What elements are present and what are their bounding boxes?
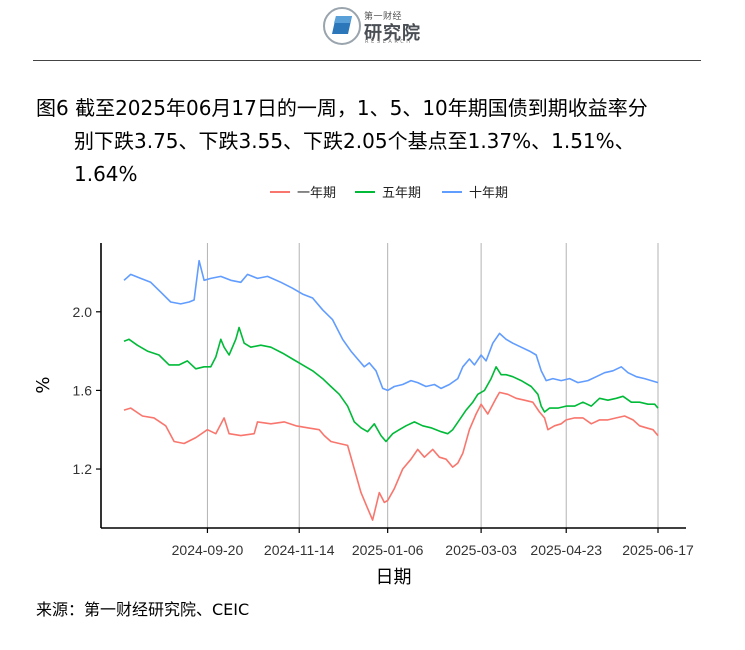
figure-source: 来源：第一财经研究院、CEIC (36, 600, 250, 619)
legend-label-3: 十年期 (469, 186, 508, 201)
figure-title-line-2: 别下跌3.75、下跌3.55、下跌2.05个基点至1.37%、1.51%、 (74, 129, 635, 153)
x-tick-label: 2025-06-17 (622, 542, 694, 558)
x-axis-title: 日期 (376, 567, 412, 588)
header-divider (33, 60, 701, 61)
x-tick-label: 2024-09-20 (172, 542, 244, 558)
logo-text-top: 第一财经 (364, 12, 403, 22)
y-tick-label: 2.0 (73, 304, 93, 320)
figure-title-line-1: 图6 截至2025年06月17日的一周，1、5、10年期国债到期收益率分 (36, 96, 648, 120)
series-line-1 (123, 391, 659, 521)
research-institute-logo: 第一财经 研究院 RESEARCH (322, 6, 426, 46)
x-tick-label: 2025-03-03 (445, 542, 517, 558)
logo-text-sub: RESEARCH (365, 39, 413, 45)
x-tick-label: 2025-04-23 (530, 542, 602, 558)
y-axis-title: % (33, 376, 54, 393)
series-line-2 (123, 326, 659, 443)
x-tick-label: 2025-01-06 (352, 542, 424, 558)
logo-text-main: 研究院 (364, 23, 421, 44)
figure-title-line-3: 1.64% (74, 162, 138, 186)
y-tick-label: 1.6 (73, 382, 93, 398)
y-tick-label: 1.2 (73, 461, 93, 477)
legend-label-1: 一年期 (297, 186, 336, 201)
figure-title: 图6 截至2025年06月17日的一周，1、5、10年期国债到期收益率分 别下跌… (36, 92, 726, 191)
series-line-3 (123, 259, 659, 392)
research-institute-logo-icon (323, 7, 361, 45)
legend-label-2: 五年期 (382, 186, 421, 201)
x-tick-label: 2024-11-14 (264, 542, 335, 558)
